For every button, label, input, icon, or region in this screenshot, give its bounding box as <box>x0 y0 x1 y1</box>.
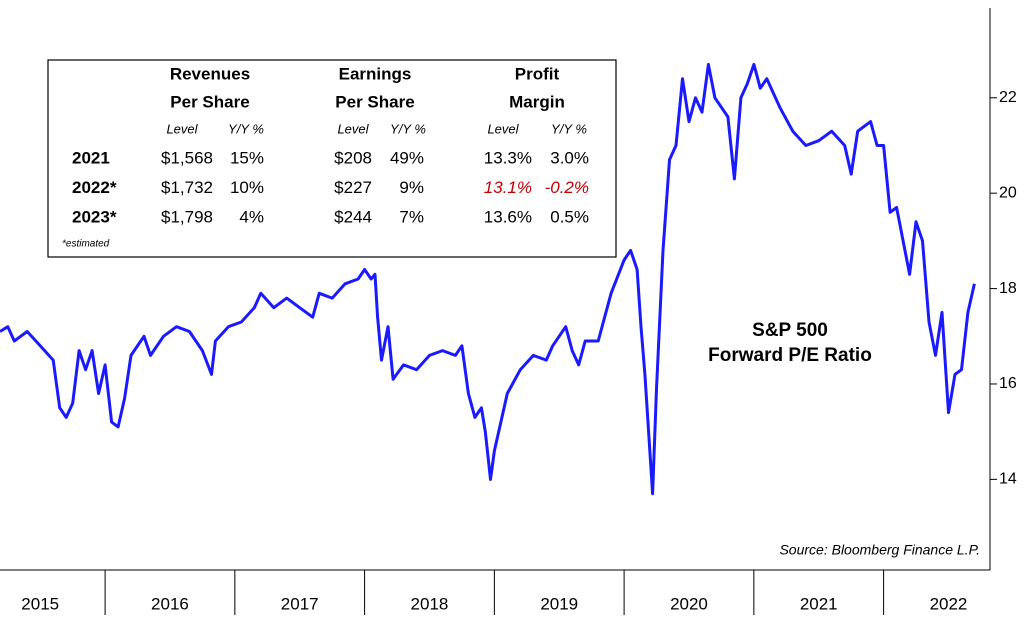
table-cell: -0.2% <box>545 178 589 197</box>
table-cell: 13.6% <box>484 207 532 226</box>
table-cell: $227 <box>334 178 372 197</box>
annotation: S&P 500 <box>752 320 828 341</box>
table-cell: 7% <box>399 207 424 226</box>
table-header: Profit <box>515 64 560 83</box>
y-tick-label: 14 <box>999 471 1017 488</box>
table-cell: $1,798 <box>161 207 213 226</box>
table-cell: 13.1% <box>484 178 532 197</box>
annotation: Forward P/E Ratio <box>708 345 872 366</box>
table-cell: 49% <box>390 148 424 167</box>
table-subheader: Level <box>487 121 519 136</box>
table-subheader: Y/Y % <box>551 121 587 136</box>
table-cell: 15% <box>230 148 264 167</box>
table-header: Revenues <box>170 64 250 83</box>
table-cell: $1,732 <box>161 178 213 197</box>
table-header: Earnings <box>339 64 412 83</box>
table-header: Per Share <box>170 92 249 111</box>
table-cell: 4% <box>239 207 264 226</box>
table-cell: 13.3% <box>484 148 532 167</box>
table-note: *estimated <box>62 239 110 250</box>
x-tick-label: 2021 <box>800 594 838 613</box>
table-box <box>47 59 617 258</box>
x-tick-label: 2019 <box>540 594 578 613</box>
x-tick-label: 2015 <box>21 594 59 613</box>
y-tick-label: 16 <box>999 375 1017 392</box>
row-label: 2023* <box>72 207 117 226</box>
y-tick-label: 22 <box>999 89 1017 106</box>
x-tick-label: 2022 <box>930 594 968 613</box>
x-tick-label: 2016 <box>151 594 189 613</box>
table-cell: 0.5% <box>550 207 589 226</box>
table-subheader: Level <box>166 121 198 136</box>
row-label: 2021 <box>72 148 110 167</box>
table-cell: $208 <box>334 148 372 167</box>
table-cell: 9% <box>399 178 424 197</box>
table-subheader: Y/Y % <box>228 121 264 136</box>
line <box>0 62 976 496</box>
y-tick-label: 20 <box>999 184 1017 201</box>
y-tick-label: 18 <box>999 280 1017 297</box>
table-subheader: Y/Y % <box>390 121 426 136</box>
table-header: Per Share <box>335 92 414 111</box>
table-header: Margin <box>509 92 565 111</box>
row-label: 2022* <box>72 178 117 197</box>
x-tick-label: 2017 <box>281 594 319 613</box>
x-tick-label: 2020 <box>670 594 708 613</box>
source: Source: Bloomberg Finance L.P. <box>779 542 980 558</box>
table-cell: 10% <box>230 178 264 197</box>
table-cell: $244 <box>334 207 372 226</box>
table-cell: 3.0% <box>550 148 589 167</box>
table-subheader: Level <box>337 121 369 136</box>
table-cell: $1,568 <box>161 148 213 167</box>
x-tick-label: 2018 <box>411 594 449 613</box>
